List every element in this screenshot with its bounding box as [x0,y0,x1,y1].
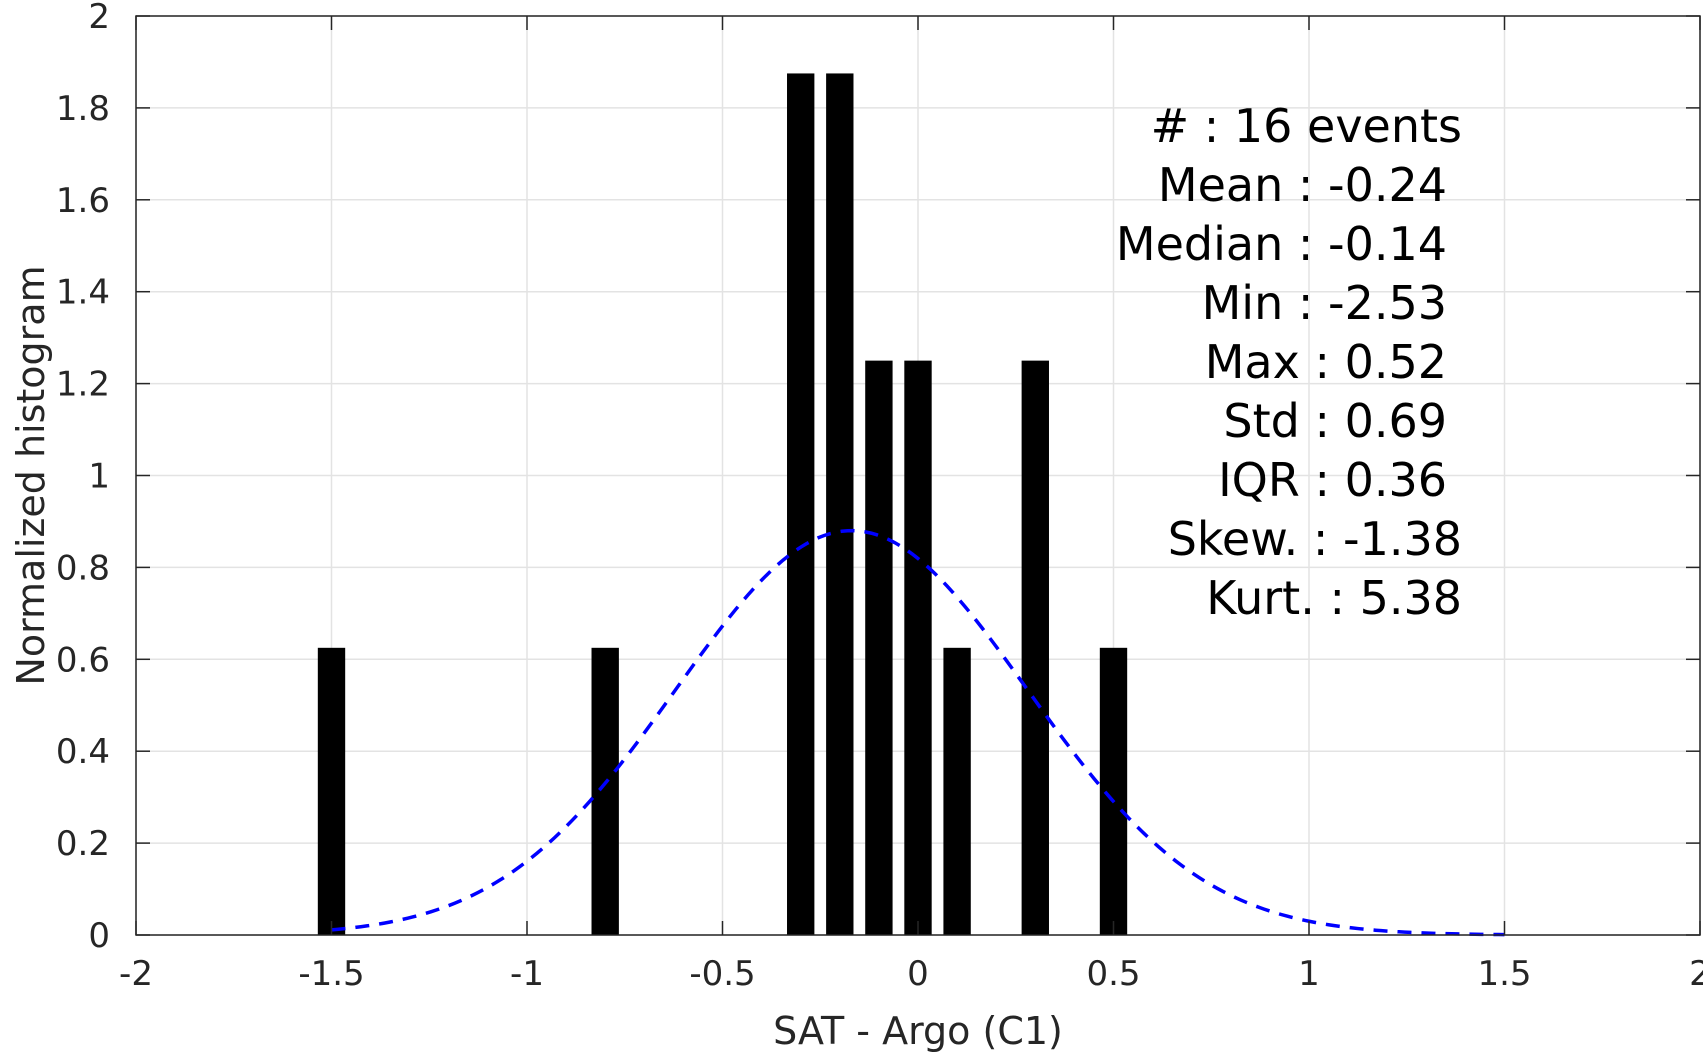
y-tick-label: 0.6 [56,640,110,680]
stats-skew: Skew. : -1.38 [1168,512,1462,566]
stats-annotation: # : 16 events Mean : -0.24 Median : -0.1… [1116,99,1462,625]
histogram-bar [904,360,932,935]
histogram-bar [865,360,893,935]
stats-std: Std : 0.69 [1223,394,1447,448]
y-tick-label: 2 [88,0,110,37]
y-axis-label: Normalized histogram [9,265,53,685]
stats-min: Min : -2.53 [1202,276,1447,330]
y-tick-label: 0.2 [56,824,110,864]
x-tick-label: 0 [907,954,929,994]
y-tick-labels: 0 0.2 0.4 0.6 0.8 1 1.2 1.4 1.6 1.8 2 [56,0,110,956]
stats-kurt: Kurt. : 5.38 [1206,571,1462,625]
x-tick-label: -0.5 [689,954,755,994]
x-tick-label: 0.5 [1086,954,1140,994]
y-tick-label: 1.4 [56,273,110,313]
y-tick-label: 1 [88,457,110,497]
x-tick-label: -1 [510,954,544,994]
histogram-bar [787,73,815,935]
y-tick-label: 1.8 [56,89,110,129]
histogram-bar [591,647,619,935]
y-tick-label: 1.6 [56,181,110,221]
x-axis-label: SAT - Argo (C1) [773,1009,1063,1053]
x-tick-label: 2 [1689,954,1703,994]
axis-ticks [135,15,1701,936]
y-tick-label: 0.4 [56,732,110,772]
histogram-bar [826,73,854,935]
histogram-bar [1021,360,1049,935]
stats-max: Max : 0.52 [1205,335,1447,389]
y-tick-label: 0.8 [56,548,110,588]
stats-iqr: IQR : 0.36 [1218,453,1447,507]
x-tick-label: -1.5 [298,954,364,994]
x-tick-label: 1 [1298,954,1320,994]
y-tick-label: 1.2 [56,365,110,405]
stats-median: Median : -0.14 [1116,217,1447,271]
x-tick-label: -2 [119,954,153,994]
stats-mean: Mean : -0.24 [1158,158,1447,212]
histogram-bar [317,647,346,935]
histogram-bars [317,73,1128,935]
x-tick-label: 1.5 [1477,954,1531,994]
histogram-bar [943,647,971,935]
x-tick-labels: -2 -1.5 -1 -0.5 0 0.5 1 1.5 2 [119,954,1703,994]
y-tick-label: 0 [88,916,110,956]
stats-count: # : 16 events [1151,99,1462,153]
histogram-bar [1099,647,1128,935]
